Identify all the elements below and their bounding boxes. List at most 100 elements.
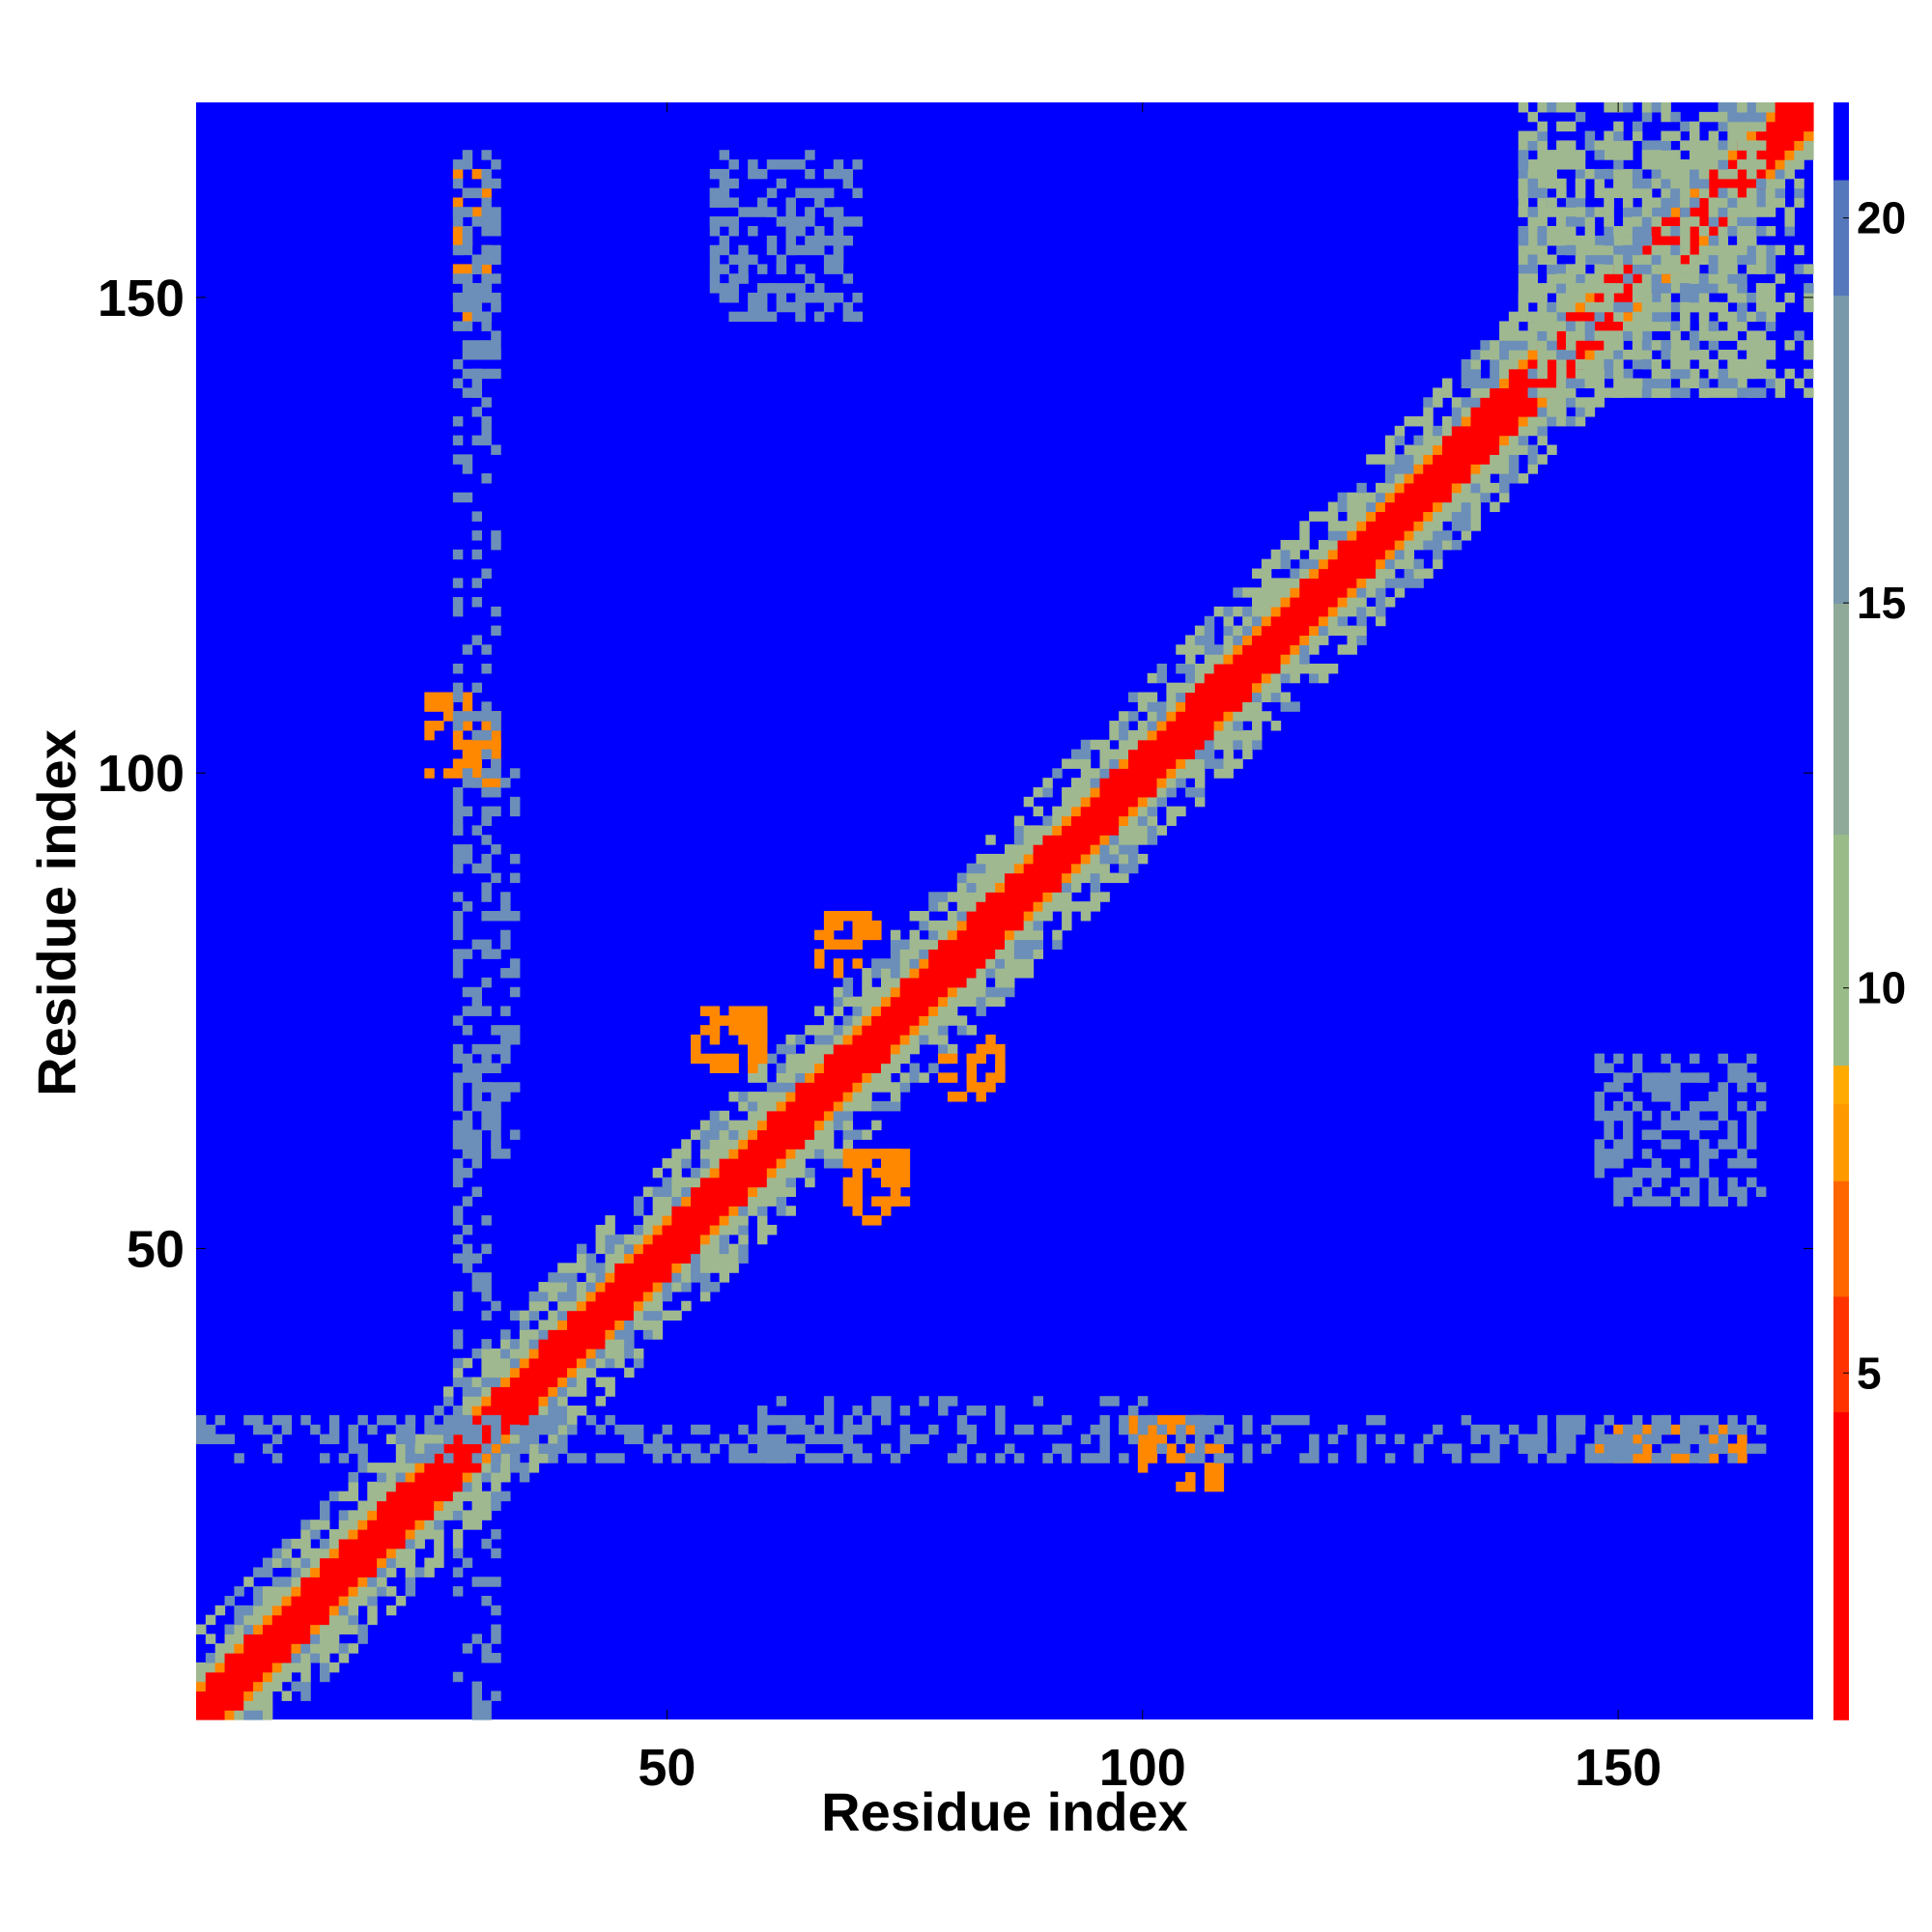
- heatmap-cell-diagonal: [709, 1263, 721, 1273]
- heatmap-cell-diagonal: [1280, 606, 1292, 617]
- heatmap-cell-diagonal: [1623, 311, 1634, 323]
- heatmap-cell-contact: [852, 187, 863, 199]
- heatmap-cell-diagonal: [557, 1414, 568, 1426]
- heatmap-cell-diagonal: [1299, 635, 1310, 645]
- heatmap-cell-contact: [443, 701, 454, 712]
- heatmap-cell-diagonal: [1318, 615, 1329, 627]
- heatmap-cell-contact: [890, 1177, 901, 1188]
- heatmap-cell-contact: [1737, 1072, 1747, 1083]
- heatmap-cell-diagonal: [1689, 226, 1700, 237]
- heatmap-cell-diagonal: [1727, 244, 1738, 256]
- heatmap-cell-contact: [1537, 244, 1548, 256]
- heatmap-cell-diagonal: [1423, 397, 1434, 408]
- heatmap-cell-diagonal: [1099, 796, 1110, 808]
- heatmap-cell-contact: [776, 283, 787, 294]
- heatmap-cell-diagonal: [310, 1605, 321, 1616]
- heatmap-cell-diagonal: [624, 1243, 635, 1255]
- heatmap-cell-contact: [491, 1149, 501, 1159]
- heatmap-cell-diagonal: [491, 1406, 501, 1416]
- heatmap-cell-diagonal: [985, 911, 996, 922]
- heatmap-cell-diagonal: [1128, 835, 1139, 845]
- heatmap-cell-diagonal: [1765, 207, 1776, 217]
- heatmap-cell-contact: [833, 254, 844, 265]
- heatmap-cell-diagonal: [585, 1300, 597, 1312]
- heatmap-cell-contact: [452, 235, 464, 246]
- heatmap-cell-contact: [776, 264, 787, 274]
- heatmap-cell-diagonal: [1356, 539, 1367, 551]
- heatmap-cell-diagonal: [1451, 464, 1463, 474]
- heatmap-cell-contact: [776, 292, 787, 303]
- heatmap-cell-contact: [1556, 235, 1567, 246]
- heatmap-cell-contact: [1718, 301, 1728, 313]
- heatmap-cell-diagonal: [1737, 150, 1747, 160]
- heatmap-cell-contact: [1527, 235, 1539, 246]
- heatmap-cell-diagonal: [614, 1263, 625, 1273]
- heatmap-cell-diagonal: [890, 1053, 901, 1065]
- heatmap-cell-contact: [1128, 1406, 1139, 1416]
- heatmap-cell-contact: [462, 301, 473, 313]
- heatmap-cell-diagonal: [1670, 159, 1681, 170]
- heatmap-cell-diagonal: [785, 1120, 796, 1131]
- heatmap-cell-diagonal: [1413, 435, 1424, 446]
- heatmap-cell-contact: [1689, 178, 1700, 189]
- heatmap-cell-diagonal: [671, 1158, 682, 1169]
- heatmap-cell-contact: [1613, 1139, 1624, 1150]
- heatmap-cell-diagonal: [576, 1339, 587, 1350]
- heatmap-cell-diagonal: [1441, 444, 1453, 455]
- heatmap-cell-diagonal: [1052, 825, 1063, 836]
- heatmap-cell-diagonal: [624, 1320, 635, 1330]
- heatmap-cell-diagonal: [1441, 511, 1453, 522]
- heatmap-cell-diagonal: [748, 1177, 758, 1188]
- heatmap-cell-contact: [709, 1025, 721, 1036]
- heatmap-cell-diagonal: [1176, 644, 1186, 655]
- heatmap-cell-contact: [481, 663, 492, 674]
- heatmap-cell-diagonal: [481, 1434, 492, 1445]
- heatmap-cell-contact: [1518, 254, 1529, 265]
- heatmap-cell-contact: [1727, 1424, 1738, 1435]
- heatmap-cell-diagonal: [519, 1424, 530, 1435]
- heatmap-cell-diagonal: [1062, 872, 1072, 884]
- heatmap-cell-diagonal: [1461, 378, 1472, 389]
- heatmap-cell-diagonal: [976, 939, 986, 950]
- heatmap-cell-contact: [709, 264, 721, 274]
- heatmap-cell-diagonal: [605, 1377, 615, 1387]
- heatmap-cell-diagonal: [956, 1025, 968, 1036]
- heatmap-cell-contact: [1689, 216, 1700, 227]
- heatmap-cell-diagonal: [756, 1149, 768, 1159]
- heatmap-cell-diagonal: [1413, 521, 1424, 531]
- heatmap-cell-diagonal: [605, 1386, 615, 1397]
- heatmap-cell-contact: [452, 1082, 464, 1093]
- heatmap-cell-contact: [748, 1025, 758, 1036]
- heatmap-cell-diagonal: [1270, 692, 1282, 702]
- heatmap-cell-diagonal: [1394, 482, 1406, 494]
- heatmap-cell-diagonal: [1413, 482, 1424, 494]
- heatmap-cell-diagonal: [377, 1557, 387, 1569]
- heatmap-cell-diagonal: [1242, 615, 1253, 627]
- heatmap-cell-contact: [1213, 1471, 1225, 1483]
- heatmap-cell-diagonal: [624, 1253, 635, 1264]
- heatmap-cell-diagonal: [1708, 159, 1719, 170]
- heatmap-cell-diagonal: [1499, 340, 1510, 351]
- heatmap-cell-diagonal: [1433, 530, 1443, 541]
- heatmap-cell-diagonal: [1518, 311, 1529, 323]
- heatmap-cell-contact: [785, 1424, 796, 1435]
- heatmap-cell-contact: [491, 444, 501, 455]
- heatmap-cell-contact: [1718, 330, 1728, 341]
- heatmap-cell-diagonal: [414, 1520, 425, 1530]
- heatmap-cell-contact: [491, 721, 501, 731]
- heatmap-cell-diagonal: [528, 1310, 540, 1321]
- heatmap-cell-contact: [481, 1643, 492, 1654]
- heatmap-cell-contact: [452, 207, 464, 217]
- heatmap-cell-contact: [1527, 311, 1539, 323]
- heatmap-cell-diagonal: [234, 1605, 244, 1616]
- heatmap-cell-diagonal: [1461, 464, 1472, 474]
- heatmap-cell-diagonal: [424, 1463, 435, 1473]
- heatmap-cell-contact: [452, 721, 464, 731]
- heatmap-cell-contact: [491, 1690, 501, 1701]
- heatmap-cell-diagonal: [956, 1015, 968, 1026]
- heatmap-cell-contact: [1556, 283, 1567, 294]
- heatmap-cell-contact: [300, 1414, 311, 1426]
- heatmap-cell-contact: [995, 1072, 1006, 1083]
- heatmap-cell-diagonal: [852, 1129, 863, 1140]
- heatmap-cell-diagonal: [320, 1567, 330, 1577]
